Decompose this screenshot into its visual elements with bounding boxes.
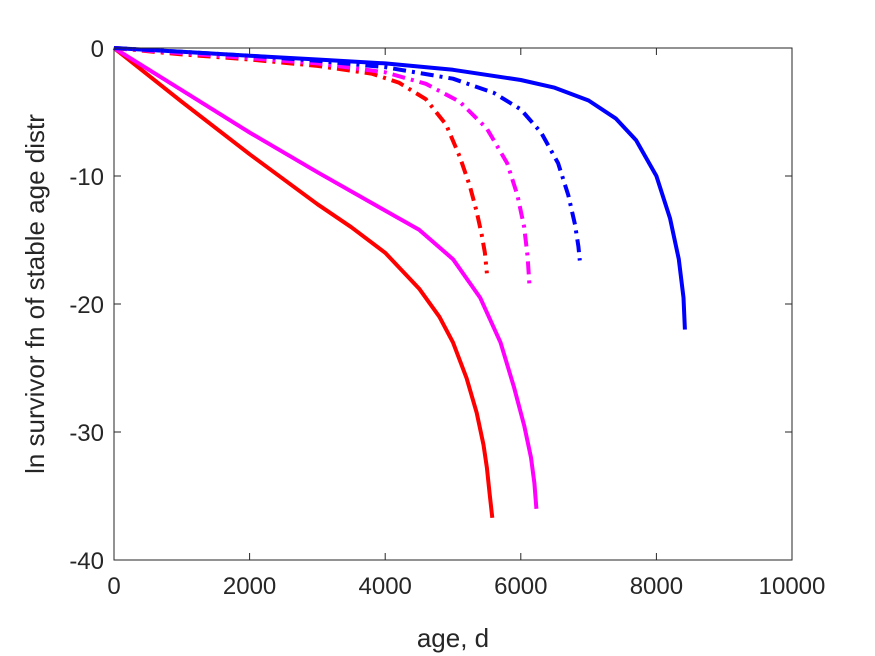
x-tick-label: 4000 [359,573,412,600]
x-tick-label: 0 [107,573,120,600]
y-tick-label: 0 [91,36,104,63]
plot-area [114,48,792,560]
x-tick-label: 2000 [223,573,276,600]
y-tick-label: -10 [69,164,104,191]
series-line-2 [112,46,539,509]
series-line-5 [113,46,532,288]
ticks-layer: 0 2000 4000 6000 8000 10000 0 -10 -20 -30 -40 [69,36,825,600]
x-tick-label: 10000 [759,573,826,600]
y-tick-label: -30 [69,420,104,447]
x-tick-label: 8000 [630,573,683,600]
y-tick-label: -20 [69,292,104,319]
x-tick-label: 6000 [494,573,547,600]
y-axis-title: ln survivor fn of stable age distr [20,114,50,474]
y-tick-label: -40 [69,548,104,575]
series-layer [112,46,687,519]
x-axis-title: age, d [417,623,489,653]
series-line-6 [113,46,582,261]
series-line-1 [112,46,495,519]
